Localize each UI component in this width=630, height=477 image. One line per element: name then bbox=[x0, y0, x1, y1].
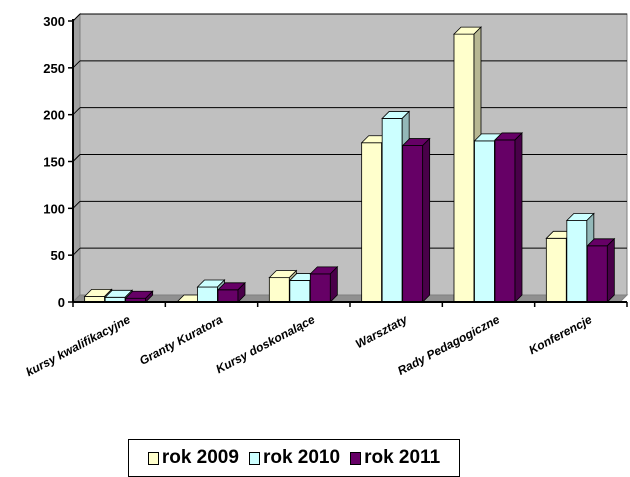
chart-legend: rok 2009 rok 2010 rok 2011 bbox=[128, 439, 460, 477]
y-tick-label: 100 bbox=[43, 201, 65, 216]
legend-label: rok 2011 bbox=[364, 447, 441, 468]
bar bbox=[268, 277, 290, 303]
y-tick-label: 250 bbox=[43, 61, 65, 76]
bar-side bbox=[514, 131, 523, 303]
bar bbox=[566, 220, 588, 303]
axes bbox=[68, 19, 628, 307]
legend-item-2009: rok 2009 bbox=[147, 447, 239, 469]
bar bbox=[494, 139, 516, 303]
y-tick-label: 300 bbox=[43, 14, 65, 29]
plot-floor bbox=[71, 294, 629, 303]
legend-label: rok 2010 bbox=[262, 447, 341, 468]
gridline-depth bbox=[72, 13, 81, 22]
legend-swatch-2011 bbox=[350, 451, 362, 465]
category-label: kursy kwalifikacyjne bbox=[24, 312, 133, 379]
bar bbox=[474, 140, 495, 303]
category-label: Rady Pedagogiczne bbox=[395, 312, 502, 378]
legend-item-2010: rok 2010 bbox=[248, 447, 341, 469]
plot-area bbox=[71, 12, 629, 304]
category-label: Warsztaty bbox=[353, 312, 411, 351]
bar bbox=[545, 237, 567, 303]
bar bbox=[361, 142, 383, 303]
bar bbox=[289, 280, 311, 303]
gridlines bbox=[72, 13, 627, 256]
bar-chart: 0 50 100 150 200 250 300 kursy kwalifika… bbox=[24, 12, 629, 379]
y-tick-label: 50 bbox=[51, 248, 65, 263]
y-tick-label: 200 bbox=[43, 108, 65, 123]
gridline-depth bbox=[72, 60, 81, 69]
x-axis-category-labels: kursy kwalifikacyjne Granty Kuratora Kur… bbox=[24, 312, 595, 379]
bar-side bbox=[606, 237, 615, 303]
y-tick-label: 150 bbox=[43, 155, 65, 170]
bar-side bbox=[237, 281, 246, 303]
bar bbox=[453, 33, 475, 303]
bar-side bbox=[329, 265, 338, 303]
gridline-depth bbox=[72, 107, 81, 116]
legend-swatch-2010 bbox=[248, 451, 260, 465]
gridline-depth bbox=[72, 200, 81, 209]
gridline-depth bbox=[72, 154, 81, 162]
y-axis-tick-labels: 0 50 100 150 200 250 300 bbox=[43, 14, 65, 310]
legend-label: rok 2009 bbox=[161, 447, 239, 468]
gridline-depth bbox=[72, 247, 81, 256]
legend-swatch-2009 bbox=[147, 451, 159, 465]
bar bbox=[309, 273, 331, 303]
bars bbox=[83, 26, 616, 303]
bar bbox=[402, 145, 424, 303]
bar bbox=[381, 118, 403, 303]
category-label: Granty Kuratora bbox=[137, 312, 225, 368]
bar-side bbox=[145, 290, 154, 303]
bar-side bbox=[422, 137, 431, 303]
bar bbox=[217, 289, 239, 303]
bar bbox=[586, 245, 608, 303]
legend-item-2011: rok 2011 bbox=[350, 447, 440, 469]
category-label: Kursy doskonalące bbox=[214, 312, 318, 376]
y-tick-label: 0 bbox=[58, 295, 65, 310]
category-label: Konferencje bbox=[526, 312, 594, 357]
bar bbox=[197, 286, 218, 303]
